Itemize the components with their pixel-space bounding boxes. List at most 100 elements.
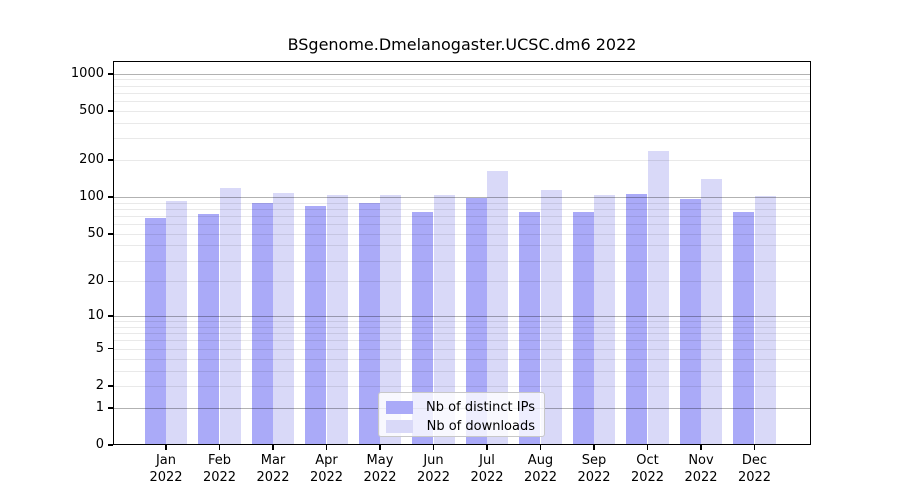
bar-nb-of-distinct-ips-may-2022 (358, 203, 380, 445)
legend-label-distinct-ips: Nb of distinct IPs (426, 400, 535, 415)
bar-nb-of-downloads-feb-2022 (219, 187, 241, 445)
legend-swatch-distinct-ips (386, 401, 413, 414)
y-tick-label-100: 100 (79, 189, 104, 205)
y-tick-1 (108, 407, 113, 409)
bar-nb-of-distinct-ips-mar-2022 (251, 203, 273, 445)
bar-nb-of-downloads-aug-2022 (540, 189, 562, 445)
y-tick-label-1000: 1000 (70, 65, 104, 81)
x-tick-jun-2022 (432, 445, 435, 450)
gridline-minor-3 (113, 370, 811, 372)
y-tick-label-50: 50 (87, 225, 104, 241)
bar-nb-of-downloads-sep-2022 (594, 194, 616, 445)
gridline-minor-20 (113, 281, 811, 283)
y-tick-label-500: 500 (79, 103, 104, 118)
x-tick-may-2022 (379, 445, 381, 450)
gridline-major-100 (113, 197, 811, 199)
bar-nb-of-distinct-ips-sep-2022 (572, 211, 594, 445)
bar-nb-of-distinct-ips-jan-2022 (144, 217, 166, 445)
y-tick-label-5: 5 (95, 340, 104, 356)
gridline-minor-30 (113, 260, 811, 262)
y-tick-50 (108, 233, 113, 235)
bar-nb-of-downloads-apr-2022 (326, 194, 348, 445)
bar-nb-of-downloads-nov-2022 (701, 179, 723, 445)
bar-nb-of-downloads-jul-2022 (487, 171, 509, 445)
gridline-minor-900 (113, 79, 811, 81)
gridline-minor-400 (113, 122, 811, 124)
x-tick-apr-2022 (325, 445, 328, 450)
bar-nb-of-distinct-ips-jul-2022 (465, 198, 487, 445)
x-tick-jul-2022 (486, 445, 488, 450)
bar-nb-of-downloads-jan-2022 (166, 200, 188, 445)
gridline-minor-90 (113, 202, 811, 204)
x-tick-label-feb-2022: Feb 2022 (202, 453, 237, 485)
x-tick-aug-2022 (539, 445, 542, 450)
x-tick-label-jan-2022: Jan 2022 (149, 453, 183, 485)
gridline-minor-70 (113, 215, 811, 217)
x-tick-dec-2022 (753, 445, 756, 450)
bar-nb-of-distinct-ips-feb-2022 (198, 213, 220, 445)
gridline-minor-6 (113, 340, 811, 342)
x-tick-sep-2022 (593, 445, 595, 450)
legend-label-downloads: Nb of downloads (426, 419, 535, 434)
x-tick-mar-2022 (272, 445, 274, 450)
legend-item-distinct-ips: Nb of distinct IPs (386, 399, 535, 416)
bar-nb-of-distinct-ips-apr-2022 (305, 205, 327, 445)
gridline-major-10 (113, 316, 811, 318)
gridline-minor-300 (113, 138, 811, 140)
y-tick-label-2: 2 (95, 377, 104, 393)
plot-area: Nb of distinct IPs Nb of downloads (113, 61, 811, 445)
bar-nb-of-distinct-ips-jun-2022 (412, 212, 434, 445)
gridline-major-1000 (113, 73, 811, 75)
y-tick-label-0: 0 (95, 437, 104, 452)
x-tick-label-jul-2022: Jul 2022 (470, 453, 504, 485)
bar-nb-of-downloads-jun-2022 (433, 194, 455, 445)
y-tick-label-200: 200 (79, 152, 104, 168)
gridline-minor-8 (113, 326, 811, 328)
gridline-minor-9 (113, 321, 811, 323)
gridline-minor-200 (113, 160, 811, 162)
bar-nb-of-distinct-ips-dec-2022 (733, 211, 755, 445)
gridline-minor-40 (113, 245, 811, 247)
x-tick-label-mar-2022: Mar 2022 (256, 453, 290, 485)
bar-nb-of-downloads-dec-2022 (754, 196, 776, 445)
gridline-minor-700 (113, 92, 811, 94)
x-tick-feb-2022 (218, 445, 221, 450)
grid-layer (113, 61, 811, 445)
y-tick-10 (108, 315, 113, 317)
gridline-minor-50 (113, 233, 811, 235)
gridline-minor-2 (113, 385, 811, 387)
bar-nb-of-distinct-ips-aug-2022 (519, 211, 541, 445)
x-tick-label-apr-2022: Apr 2022 (309, 453, 344, 485)
gridline-minor-60 (113, 224, 811, 226)
legend: Nb of distinct IPs Nb of downloads (378, 392, 545, 437)
legend-item-downloads: Nb of downloads (386, 418, 535, 435)
y-tick-500 (108, 110, 113, 112)
gridline-minor-5 (113, 348, 811, 350)
y-tick-label-1: 1 (95, 399, 104, 415)
x-tick-label-may-2022: May 2022 (363, 453, 397, 485)
y-tick-label-10: 10 (87, 308, 104, 324)
x-tick-label-aug-2022: Aug 2022 (523, 453, 558, 485)
y-tick-label-20: 20 (87, 273, 104, 289)
gridline-minor-500 (113, 111, 811, 112)
x-tick-label-oct-2022: Oct 2022 (630, 453, 665, 485)
gridline-minor-4 (113, 358, 811, 360)
y-tick-5 (108, 347, 113, 350)
y-tick-0 (108, 444, 113, 446)
bar-nb-of-distinct-ips-oct-2022 (626, 194, 648, 445)
x-tick-label-jun-2022: Jun 2022 (416, 453, 451, 485)
y-tick-1000 (108, 73, 113, 75)
gridline-minor-7 (113, 333, 811, 335)
y-tick-2 (108, 385, 113, 387)
chart-title: BSgenome.Dmelanogaster.UCSC.dm6 2022 (287, 35, 637, 54)
x-tick-label-dec-2022: Dec 2022 (737, 453, 772, 485)
y-tick-20 (108, 280, 113, 283)
x-tick-label-nov-2022: Nov 2022 (684, 453, 718, 485)
x-tick-label-sep-2022: Sep 2022 (577, 453, 611, 485)
x-tick-oct-2022 (646, 445, 649, 450)
gridline-minor-800 (113, 85, 811, 87)
x-tick-nov-2022 (700, 445, 702, 450)
y-tick-100 (108, 196, 113, 198)
bar-nb-of-downloads-may-2022 (380, 194, 402, 445)
